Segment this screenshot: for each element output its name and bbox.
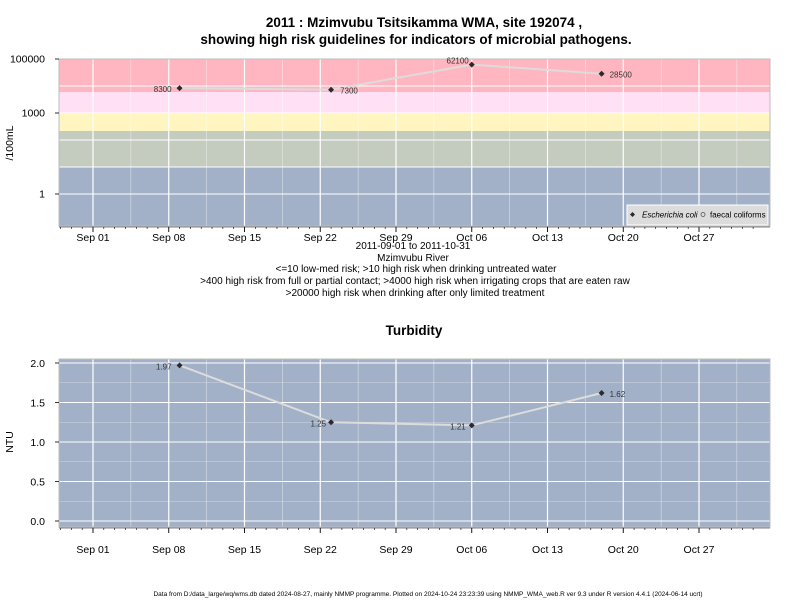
legend-box bbox=[626, 204, 769, 226]
top-y-tick-label: 100000 bbox=[10, 54, 45, 66]
bottom-plot-frame bbox=[58, 358, 771, 528]
bottom-x-tick-label: Sep 22 bbox=[304, 544, 337, 556]
top-legend: Escherichia coli faecal coliforms bbox=[626, 204, 769, 226]
turbidity-series-line bbox=[179, 364, 602, 427]
top-y-axis: 100000 1000 1 bbox=[10, 54, 59, 201]
ecoli-data-label: 28500 bbox=[610, 71, 633, 80]
turbidity-data-point bbox=[468, 422, 475, 429]
chart-title-line1: 2011 : Mzimvubu Tsitsikamma WMA, site 19… bbox=[266, 15, 582, 30]
ecoli-data-point bbox=[176, 85, 183, 92]
caption-drinking-risk: <=10 low-med risk; >10 high risk when dr… bbox=[276, 264, 558, 275]
turbidity-data-label: 1.21 bbox=[450, 422, 466, 431]
turbidity-data-point bbox=[598, 390, 605, 397]
bottom-y-axis-label: NTU bbox=[4, 431, 16, 453]
band-irrigation-risk bbox=[59, 114, 770, 131]
legend-faecal-marker bbox=[700, 212, 706, 217]
top-series: 8300 7300 62100 28500 bbox=[154, 57, 633, 96]
bottom-y-tick-label: 2.0 bbox=[30, 358, 45, 370]
bottom-chart-title: Turbidity bbox=[386, 323, 443, 338]
top-x-tick-label: Sep 08 bbox=[152, 232, 185, 244]
legend-faecal-label: faecal coliforms bbox=[710, 211, 766, 220]
bottom-x-axis: Sep 01 Sep 08 Sep 15 Sep 22 Sep 29 Oct 06 Oct … bbox=[59, 527, 770, 556]
ecoli-data-label: 7300 bbox=[340, 87, 358, 96]
bottom-plot-background bbox=[59, 359, 770, 527]
turbidity-data-label: 1.25 bbox=[310, 419, 326, 428]
caption-river: Mzimvubu River bbox=[377, 253, 449, 264]
bottom-series: 1.97 1.25 1.21 1.62 bbox=[156, 362, 626, 431]
caption-limited-treatment-risk: >20000 high risk when drinking after onl… bbox=[286, 288, 545, 299]
bottom-x-tick-label: Sep 01 bbox=[76, 544, 109, 556]
band-contact-risk bbox=[59, 131, 770, 167]
bottom-x-tick-label: Oct 06 bbox=[456, 544, 487, 556]
ecoli-series-line bbox=[179, 63, 602, 91]
bottom-y-axis: 2.0 1.5 1.0 0.5 0.0 bbox=[30, 358, 59, 528]
turbidity-data-label: 1.62 bbox=[610, 390, 626, 399]
bottom-plot: 2.0 1.5 1.0 0.5 0.0 Sep 01 Sep 08 Sep 15 Sep 22… bbox=[4, 358, 771, 556]
turbidity-data-point bbox=[176, 362, 183, 369]
ecoli-data-point bbox=[468, 61, 475, 68]
bottom-x-tick-label: Sep 08 bbox=[152, 544, 185, 556]
top-y-axis-label: /100mL bbox=[4, 125, 16, 160]
bottom-x-tick-label: Oct 27 bbox=[684, 544, 715, 556]
turbidity-data-point bbox=[328, 419, 335, 426]
top-gridlines bbox=[58, 58, 771, 227]
footer-note: Data from D:/data_large/wq/wms.db dated … bbox=[153, 591, 702, 598]
top-plot-frame bbox=[58, 58, 771, 227]
bottom-y-tick-label: 1.5 bbox=[30, 398, 45, 410]
top-x-tick-label: Sep 29 bbox=[379, 232, 412, 244]
band-high-risk-limited-treatment bbox=[59, 92, 770, 114]
bottom-x-tick-label: Oct 20 bbox=[608, 544, 639, 556]
ecoli-data-point bbox=[328, 86, 335, 93]
ecoli-data-label: 8300 bbox=[154, 85, 172, 94]
legend-ecoli-label: Escherichia coli bbox=[642, 211, 698, 220]
top-x-tick-label: Oct 20 bbox=[608, 232, 639, 244]
ecoli-data-label: 62100 bbox=[447, 57, 470, 66]
top-x-tick-label: Sep 15 bbox=[228, 232, 261, 244]
bottom-y-tick-label: 0.5 bbox=[30, 477, 45, 489]
legend-ecoli-marker bbox=[630, 212, 635, 217]
top-x-axis: Sep 01 Sep 08 Sep 15 Sep 22 Sep 29 Oct 06 Oct … bbox=[59, 226, 770, 244]
bottom-x-tick-label: Sep 15 bbox=[228, 544, 261, 556]
bottom-gridlines bbox=[58, 358, 771, 528]
bottom-x-tick-label: Oct 13 bbox=[532, 544, 563, 556]
ecoli-data-point bbox=[598, 70, 605, 77]
top-x-tick-label: Oct 13 bbox=[532, 232, 563, 244]
top-x-tick-label: Sep 01 bbox=[76, 232, 109, 244]
top-x-tick-label: Oct 27 bbox=[684, 232, 715, 244]
caption-contact-irrigation-risk: >400 high risk from full or partial cont… bbox=[200, 276, 630, 287]
chart-title-line2: showing high risk guidelines for indicat… bbox=[200, 32, 631, 47]
bottom-y-tick-label: 0.0 bbox=[30, 516, 45, 528]
bottom-y-tick-label: 1.0 bbox=[30, 437, 45, 449]
turbidity-data-label: 1.97 bbox=[156, 362, 172, 371]
top-y-tick-label: 1000 bbox=[22, 108, 46, 120]
top-x-tick-label: Oct 06 bbox=[456, 232, 487, 244]
caption-date-range: 2011-09-01 to 2011-10-31 bbox=[356, 241, 471, 252]
top-y-tick-label: 1 bbox=[39, 189, 45, 201]
top-x-tick-label: Sep 22 bbox=[304, 232, 337, 244]
bottom-x-tick-label: Sep 29 bbox=[379, 544, 412, 556]
